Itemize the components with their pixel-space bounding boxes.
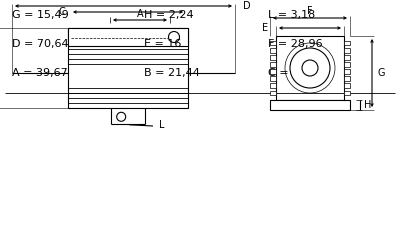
Circle shape — [302, 60, 318, 76]
Text: G: G — [377, 68, 385, 78]
Text: E = 16: E = 16 — [144, 39, 181, 49]
Bar — [344, 55, 350, 60]
Bar — [270, 83, 276, 88]
Text: C: C — [59, 7, 65, 17]
Bar — [270, 48, 276, 53]
Text: F = 28,96: F = 28,96 — [268, 39, 323, 49]
Text: D: D — [243, 1, 251, 11]
Text: H = 2,24: H = 2,24 — [144, 10, 194, 20]
Bar — [270, 91, 276, 95]
Bar — [270, 55, 276, 60]
Bar — [68, 28, 188, 108]
Bar — [270, 69, 276, 74]
Text: E: E — [262, 23, 268, 33]
Bar — [344, 41, 350, 45]
Bar — [270, 62, 276, 67]
Circle shape — [285, 43, 335, 93]
Circle shape — [168, 32, 180, 43]
Text: A: A — [137, 9, 143, 19]
Bar — [276, 36, 344, 100]
Bar — [68, 28, 188, 46]
Circle shape — [290, 48, 330, 88]
Bar — [270, 76, 276, 81]
Text: G = 15,49: G = 15,49 — [12, 10, 69, 20]
Bar — [344, 69, 350, 74]
Bar — [344, 76, 350, 81]
Text: F: F — [307, 6, 313, 16]
Circle shape — [117, 112, 126, 121]
Bar — [270, 41, 276, 45]
Text: H: H — [364, 100, 372, 110]
Text: C = 49,99: C = 49,99 — [268, 68, 324, 78]
Bar — [344, 62, 350, 67]
Text: L: L — [159, 120, 164, 130]
Text: D = 70,64: D = 70,64 — [12, 39, 69, 49]
Bar — [344, 91, 350, 95]
Text: B = 21,44: B = 21,44 — [144, 68, 200, 78]
Text: A = 39,67: A = 39,67 — [12, 68, 68, 78]
Bar — [270, 100, 350, 110]
Text: L = 3,18: L = 3,18 — [268, 10, 315, 20]
Bar — [344, 83, 350, 88]
Bar — [344, 48, 350, 53]
